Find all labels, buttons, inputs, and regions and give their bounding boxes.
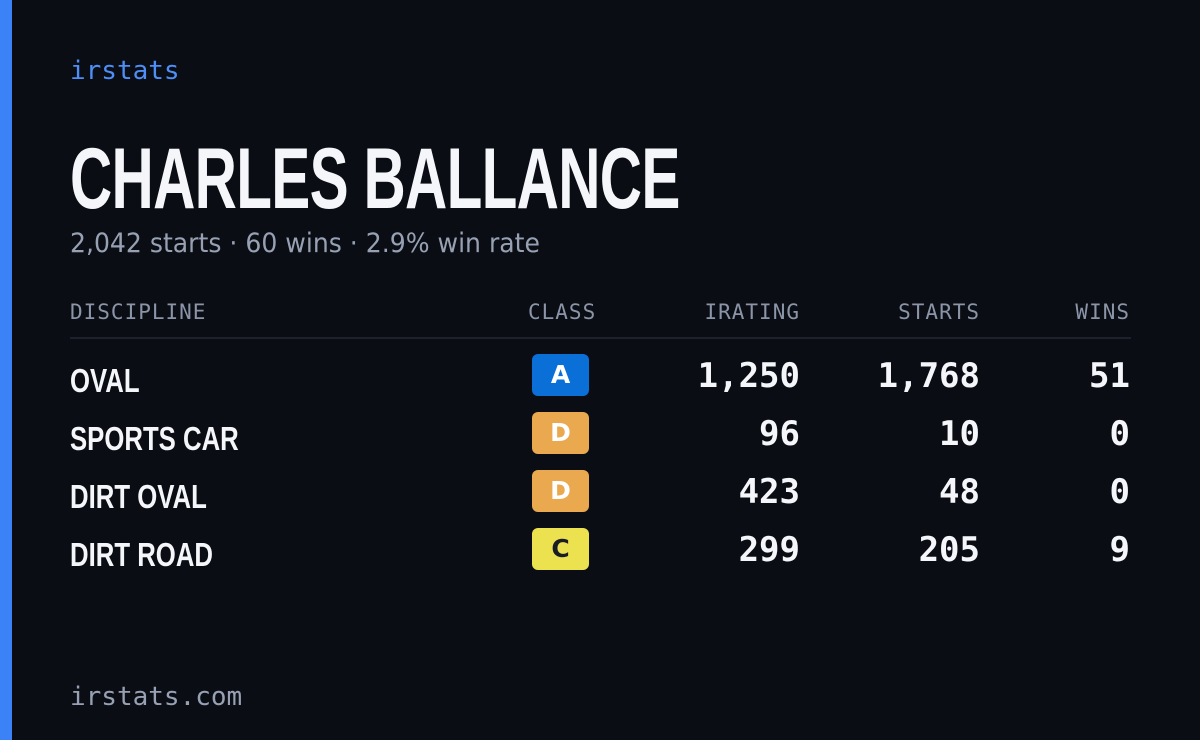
- class-badge: C: [532, 528, 589, 570]
- column-header: STARTS: [898, 300, 980, 324]
- wins: 9: [1109, 530, 1130, 570]
- discipline: SPORTS CAR: [70, 420, 239, 457]
- column-header: WINS: [1075, 300, 1130, 324]
- wins: 0: [1109, 414, 1130, 454]
- irating: 1,250: [697, 356, 800, 396]
- wins: 0: [1109, 472, 1130, 512]
- class-badge: D: [532, 470, 589, 512]
- irating: 299: [738, 530, 800, 570]
- irating: 423: [738, 472, 800, 512]
- wins: 51: [1089, 356, 1130, 396]
- starts: 10: [939, 414, 980, 454]
- footer-url: irstats.com: [70, 682, 243, 712]
- column-header: IRATING: [704, 300, 800, 324]
- starts: 205: [918, 530, 980, 570]
- brand: irstats: [70, 56, 180, 86]
- header-rule: [70, 337, 1131, 339]
- driver-name: CHARLES BALLANCE: [70, 131, 680, 227]
- column-header: DISCIPLINE: [70, 300, 207, 324]
- class-badge: D: [532, 412, 589, 454]
- discipline: DIRT ROAD: [70, 536, 213, 573]
- discipline: DIRT OVAL: [70, 478, 207, 515]
- irating: 96: [759, 414, 800, 454]
- column-header: CLASS: [528, 300, 597, 324]
- class-badge: A: [532, 354, 589, 396]
- starts: 48: [939, 472, 980, 512]
- starts: 1,768: [877, 356, 980, 396]
- accent-bar: [0, 0, 12, 740]
- discipline: OVAL: [70, 362, 140, 399]
- driver-summary: 2,042 starts · 60 wins · 2.9% win rate: [70, 228, 540, 259]
